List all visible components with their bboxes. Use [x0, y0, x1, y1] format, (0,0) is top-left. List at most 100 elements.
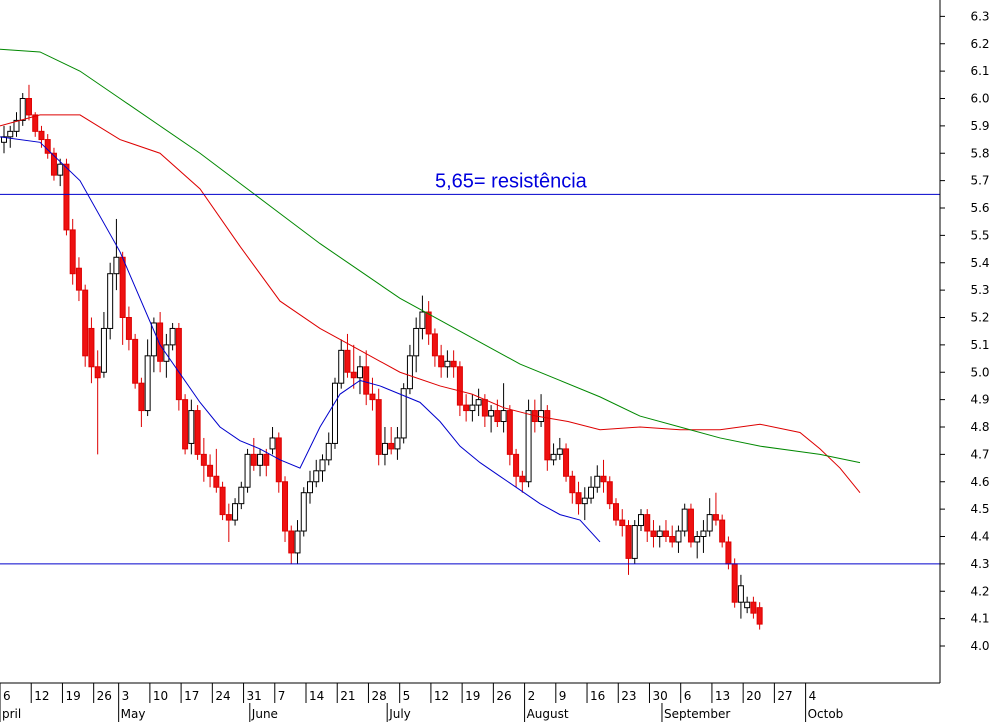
candle-body: [300, 492, 307, 532]
candle-body: [363, 366, 370, 395]
candle-body: [175, 327, 182, 401]
x-day-label: 16: [590, 689, 605, 703]
x-month-label: June: [251, 707, 278, 721]
candle-body: [325, 442, 332, 461]
y-tick-label: 5.9: [970, 119, 989, 133]
candle-body: [207, 464, 214, 477]
candle-body: [38, 130, 45, 141]
candle-body: [225, 514, 232, 521]
candle-body: [75, 267, 82, 291]
candle-body: [425, 311, 432, 335]
y-tick-label: 4.5: [970, 502, 989, 516]
x-day-label: 12: [434, 689, 449, 703]
y-tick-label: 5.8: [970, 146, 989, 160]
candle-body: [538, 410, 545, 423]
candle-body: [488, 410, 495, 417]
candle-body: [307, 481, 314, 494]
candle-body: [200, 453, 207, 466]
candle-body: [544, 410, 551, 461]
x-day-label: 24: [215, 689, 230, 703]
y-tick-label: 4.1: [970, 612, 989, 626]
candle-body: [369, 393, 376, 401]
x-day-label: 17: [184, 689, 199, 703]
candle-body: [25, 98, 32, 116]
candle-body: [756, 607, 763, 625]
candle-body: [350, 371, 357, 379]
y-tick-label: 5.5: [970, 228, 989, 242]
candle-body: [644, 514, 651, 532]
candles-layer: [1, 84, 763, 630]
candle-body: [406, 355, 413, 390]
candle-body: [313, 470, 320, 483]
candle-body: [257, 453, 264, 466]
x-day-label: 20: [746, 689, 761, 703]
candle-body: [1, 136, 7, 143]
candle-body: [269, 437, 276, 450]
candle-body: [400, 388, 407, 439]
candle-body: [438, 355, 445, 368]
y-tick-label: 5.1: [970, 338, 989, 352]
x-day-label: 31: [247, 689, 262, 703]
y-tick-label: 6.2: [970, 37, 989, 51]
candle-body: [294, 530, 301, 554]
candle-body: [344, 349, 351, 373]
candle-body: [650, 530, 657, 538]
candle-body: [662, 530, 669, 538]
candle-body: [57, 163, 64, 176]
x-day-label: 28: [371, 689, 386, 703]
candle-body: [731, 563, 738, 603]
y-tick-label: 6.1: [970, 64, 989, 78]
candle-body: [213, 475, 220, 488]
x-day-label: 2: [528, 689, 536, 703]
candle-body: [394, 437, 401, 450]
candle-body: [581, 497, 588, 505]
candle-body: [113, 256, 120, 275]
horizontal-lines-layer: [0, 193, 940, 565]
x-day-label: 19: [465, 689, 480, 703]
candle-body: [694, 536, 701, 543]
candle-body: [669, 536, 676, 543]
candle-body: [619, 519, 626, 527]
y-tick-label: 6.0: [970, 92, 989, 106]
x-month-label: July: [388, 707, 411, 721]
x-day-label: 26: [496, 689, 511, 703]
candle-body: [744, 601, 751, 609]
candle-body: [463, 404, 470, 412]
candle-body: [244, 453, 251, 488]
candle-body: [681, 508, 688, 532]
candle-body: [475, 399, 482, 406]
y-tick-label: 4.8: [970, 420, 989, 434]
candle-body: [706, 514, 713, 532]
candle-body: [675, 530, 682, 543]
candle-body: [431, 333, 438, 357]
x-day-label: 26: [97, 689, 112, 703]
candle-body: [157, 322, 164, 362]
candle-body: [163, 344, 170, 362]
candle-body: [700, 530, 707, 538]
moving-average-line: [0, 48, 861, 464]
candle-body: [637, 514, 644, 527]
candle-body: [569, 475, 576, 494]
candle-body: [331, 382, 338, 444]
candle-body: [319, 459, 326, 472]
candle-body: [63, 163, 70, 231]
x-month-label: Octob: [808, 707, 844, 721]
candle-body: [232, 503, 239, 521]
candle-body: [519, 475, 526, 483]
candle-body: [388, 442, 395, 450]
candle-body: [250, 453, 257, 466]
moving-average-line: [0, 136, 601, 543]
candle-body: [712, 514, 719, 521]
candle-body: [94, 366, 101, 379]
candle-body: [613, 503, 620, 521]
candle-body: [563, 448, 570, 477]
candle-body: [19, 98, 26, 121]
y-tick-label: 4.4: [970, 530, 989, 544]
candle-body: [32, 114, 39, 132]
x-day-label: 4: [809, 689, 817, 703]
y-tick-label: 5.2: [970, 311, 989, 325]
candle-body: [606, 481, 613, 505]
candle-body: [500, 410, 507, 423]
x-day-label: 30: [652, 689, 667, 703]
